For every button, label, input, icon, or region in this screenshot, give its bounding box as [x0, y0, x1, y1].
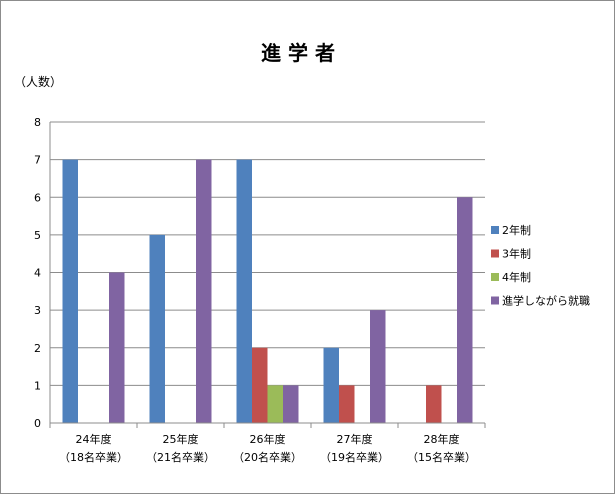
y-tick-label-2: 2: [34, 342, 41, 355]
bar-3-3: [370, 310, 386, 423]
legend-label-0: 2年制: [502, 223, 531, 237]
y-axis-label: （人数）: [14, 74, 62, 89]
legend-label-3: 進学しながら就職: [502, 294, 590, 308]
bar-1-3: [196, 159, 212, 423]
bar-3-1: [339, 385, 355, 423]
x-tick-label-0: 24年度: [76, 432, 112, 446]
y-tick-label-3: 3: [34, 304, 41, 317]
axes: [49, 122, 486, 428]
x-tick-sublabel-1: （21名卒業）: [146, 450, 215, 464]
legend-label-2: 4年制: [502, 270, 531, 284]
x-tick-label-2: 26年度: [250, 432, 286, 446]
legend-label-1: 3年制: [502, 247, 531, 261]
chart-title: 進 学 者: [261, 41, 335, 65]
legend-swatch-1: [491, 249, 499, 258]
y-tick-label-7: 7: [34, 154, 41, 167]
bar-2-3: [283, 385, 299, 423]
bar-1-0: [149, 234, 165, 423]
y-tick-label-5: 5: [34, 229, 41, 242]
legend-swatch-3: [491, 296, 499, 305]
x-tick-label-1: 25年度: [163, 432, 199, 446]
tick-labels: 0 1 2 3 4 5 6 7 8 24年度 （18名卒業） 25年度 （21名卒業） 26年度 （20名卒…: [34, 116, 476, 464]
legend-swatch-0: [491, 226, 499, 234]
y-tick-label-0: 0: [34, 417, 41, 430]
bar-0-0: [62, 159, 78, 423]
bar-4-1: [426, 385, 442, 423]
legend-swatch-2: [491, 273, 499, 281]
x-tick-label-3: 27年度: [337, 432, 373, 446]
bar-2-0: [236, 159, 252, 423]
x-tick-sublabel-3: （19名卒業）: [320, 450, 389, 464]
bar-3-0: [323, 347, 339, 423]
y-tick-label-1: 1: [34, 379, 41, 392]
x-tick-label-4: 28年度: [424, 432, 460, 446]
bar-2-2: [267, 385, 283, 423]
bar-2-1: [252, 347, 268, 423]
bar-0-3: [109, 272, 125, 423]
y-tick-label-4: 4: [34, 267, 41, 280]
x-tick-sublabel-0: （18名卒業）: [59, 450, 128, 464]
x-tick-sublabel-2: （20名卒業）: [233, 450, 302, 464]
y-tick-label-8: 8: [34, 116, 41, 129]
bar-4-3: [457, 197, 473, 423]
x-tick-sublabel-4: （15名卒業）: [407, 450, 476, 464]
bars: [62, 159, 473, 423]
y-tick-label-6: 6: [34, 191, 41, 204]
